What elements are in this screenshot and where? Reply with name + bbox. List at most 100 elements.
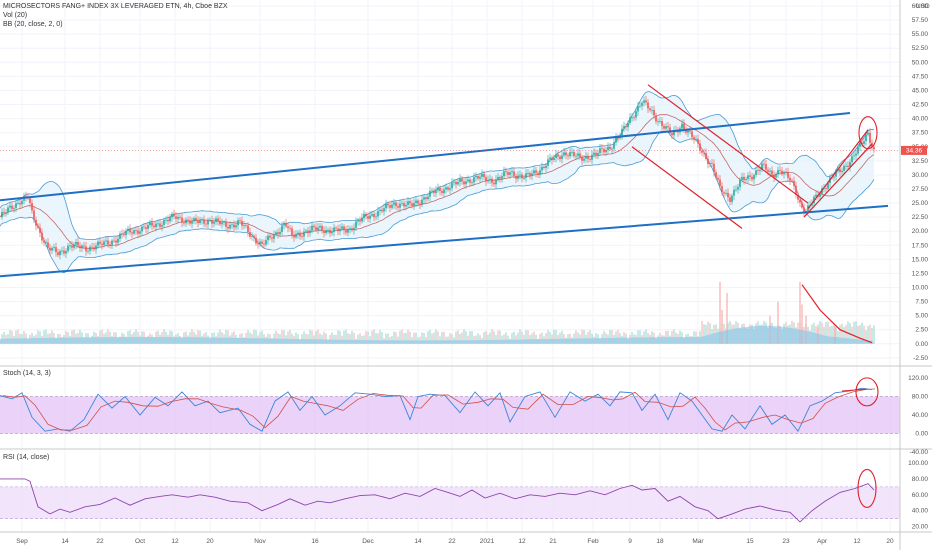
price-tick: 42.50 [912,102,929,109]
volume-bar [503,334,505,344]
candle-body [399,203,401,208]
candle-body [151,222,153,226]
candle-body [111,240,113,245]
volume-bar [37,330,39,344]
volume-bar [431,333,433,344]
candle-body [351,228,353,231]
volume-bar [459,333,461,344]
price-tick: 45.00 [912,87,929,94]
volume-bar [9,329,11,344]
candle-body [419,203,421,205]
volume-bar [433,332,435,344]
candle-body [745,179,747,181]
volume-bar [819,320,821,344]
candle-body [65,251,67,254]
channel-lower-line [0,204,889,278]
grid-lines [0,0,900,532]
volume-bar [615,331,617,344]
volume-bar [323,331,325,344]
candle-body [67,245,69,252]
candle-body [77,242,79,246]
candle-body [667,126,669,128]
stoch-tick: 40.00 [912,412,929,419]
volume-bar [829,326,831,344]
candle-body [719,179,721,187]
time-tick: 20 [886,538,894,545]
vol-label: Vol (20) [3,12,27,19]
candle-body [535,170,537,173]
volume-bar [457,330,459,344]
candle-body [489,178,491,180]
volume-bar [277,333,279,344]
candle-body [105,240,107,242]
candle-body [227,226,229,229]
candle-body [191,221,193,224]
candle-body [709,163,711,165]
volume-bar [491,329,493,344]
volume-bar [405,332,407,344]
candle-body [825,188,827,190]
time-tick: 16 [311,538,319,545]
volume-bar [227,330,229,344]
volume-bar [553,329,555,344]
candle-body [481,173,483,177]
stoch-band [0,396,900,434]
volume-bar [329,334,331,344]
candle-body [483,173,485,178]
candle-body [33,210,35,220]
candle-body [417,200,419,204]
candle-body [193,218,195,222]
candle-body [597,153,599,155]
price-tick: 30.00 [912,172,929,179]
volume-spike [799,281,801,344]
candle-body [21,200,23,205]
candle-body [397,206,399,208]
price-axis[interactable]: 60.00 57.50 55.00 52.50 50.00 47.50 45.00 42.50… [908,3,928,531]
candle-body [835,170,837,177]
candle-body [563,152,565,156]
candle-body [695,138,697,140]
candle-body [799,199,801,203]
candle-body [731,195,733,202]
volume-bar [311,330,313,344]
rsi-tick: 20.00 [912,524,929,531]
volume-bar [65,331,67,344]
candle-body [541,166,543,171]
candle-body [795,185,797,195]
volume-bar [709,323,711,344]
candle-body [643,100,645,103]
bb-upper [0,91,875,241]
stoch-tick: 80.00 [912,394,929,401]
volume-bar [673,329,675,344]
candle-body [225,222,227,227]
candle-body [339,228,341,232]
candle-body [283,222,285,226]
volume-bar [325,333,327,344]
volume-bar [361,336,363,344]
candle-body [517,175,519,179]
candle-body [523,177,525,179]
candle-body [315,227,317,230]
time-axis[interactable]: Sep 14 22 Oct 12 20 Nov 16 Dec 14 22 2021 12 21 Feb 9 18… [16,538,894,545]
candle-body [713,163,715,173]
candle-body [117,238,119,243]
volume-bar [559,332,561,344]
volume-bar [539,333,541,344]
candle-body [441,190,443,194]
candle-body [627,123,629,128]
candle-body [395,202,397,207]
candle-body [141,226,143,232]
volume-spike [834,326,836,344]
volume-bar [525,330,527,344]
volume-bar [513,331,515,344]
volume-bar [505,332,507,344]
candle-body [579,153,581,157]
volume-bar [319,333,321,344]
candle-body [757,170,759,172]
candle-body [743,176,745,181]
candle-body [591,154,593,160]
volume-bar [857,326,859,344]
candle-body [267,235,269,241]
candle-body [589,159,591,160]
candle-body [45,242,47,244]
